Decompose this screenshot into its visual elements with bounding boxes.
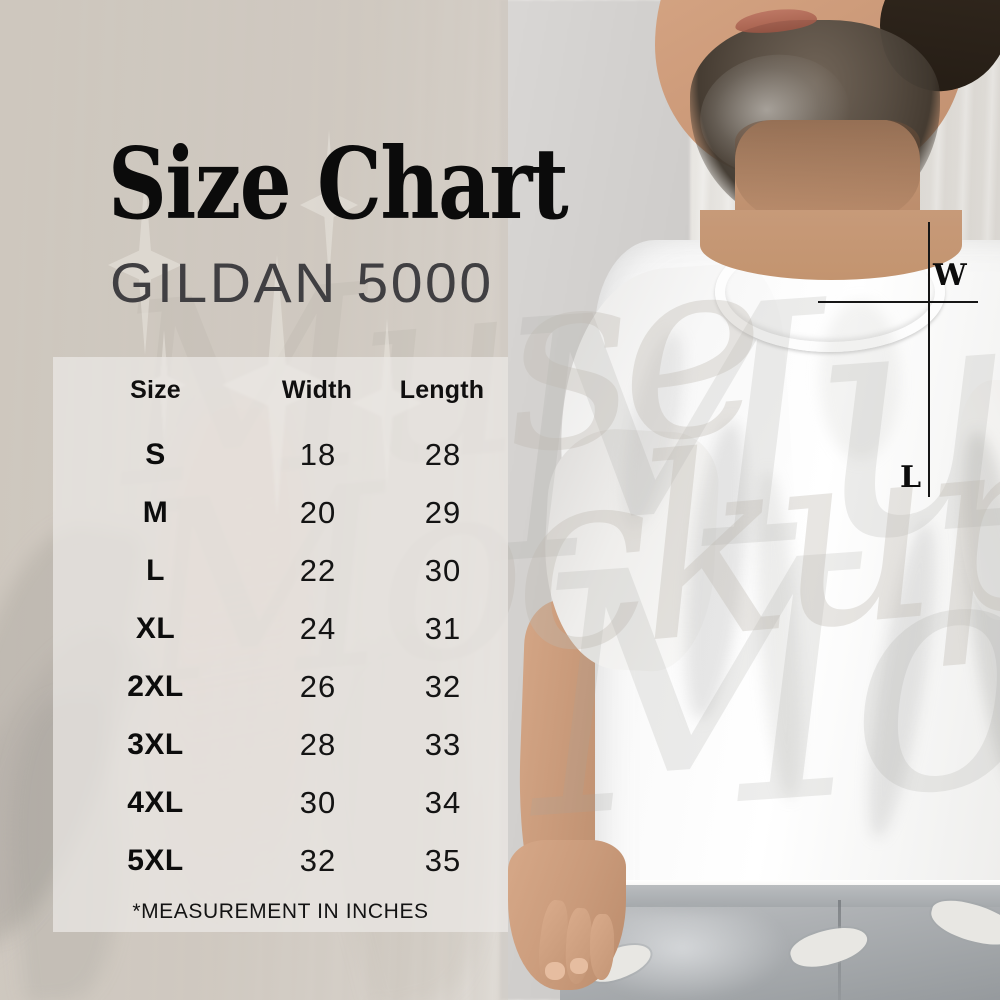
cell-length: 31: [424, 611, 462, 646]
table-row: 4XL 30 34: [53, 783, 508, 823]
cell-size: S: [145, 438, 166, 471]
cell-length: 34: [424, 785, 462, 820]
cell-length: 32: [424, 669, 462, 704]
cell-width: 32: [299, 843, 337, 878]
table-row: M 20 29: [53, 493, 508, 533]
cell-size: XL: [135, 612, 176, 645]
table-row: L 22 30: [53, 551, 508, 591]
cell-width: 30: [299, 785, 337, 820]
cell-width: 24: [299, 611, 337, 646]
model-fingernail: [545, 962, 565, 980]
cell-length: 29: [424, 495, 462, 530]
model-fingernail: [570, 958, 588, 974]
cell-length: 35: [424, 843, 462, 878]
page-title: Size Chart: [108, 125, 569, 242]
table-row: S 18 28: [53, 435, 508, 475]
cell-size: 5XL: [127, 844, 184, 877]
cell-width: 18: [299, 437, 337, 472]
table-row: 2XL 26 32: [53, 667, 508, 707]
cell-size: 2XL: [127, 670, 184, 703]
cell-size: M: [142, 496, 169, 529]
size-table-panel: [53, 357, 508, 932]
tshirt-collar-mask: [700, 210, 962, 280]
cell-width: 26: [299, 669, 337, 704]
cell-width: 22: [299, 553, 337, 588]
size-table: Size Width Length S 18 28 M 20 29 L 22 3…: [53, 357, 508, 932]
cell-size: L: [146, 554, 165, 587]
cell-size: 3XL: [127, 728, 184, 761]
fabric-fold: [820, 300, 900, 460]
table-row: 3XL 28 33: [53, 725, 508, 765]
table-header-row: Size Width Length: [53, 370, 508, 410]
column-header-width: Width: [281, 375, 353, 404]
page-subtitle: GILDAN 5000: [110, 251, 494, 314]
cell-size: 4XL: [127, 786, 184, 819]
table-row: XL 24 31: [53, 609, 508, 649]
column-header-length: Length: [399, 375, 485, 404]
measurement-footnote: *MEASUREMENT IN INCHES: [132, 900, 429, 923]
cell-length: 30: [424, 553, 462, 588]
cell-width: 28: [299, 727, 337, 762]
table-row: 5XL 32 35: [53, 841, 508, 881]
cell-width: 20: [299, 495, 337, 530]
column-header-size: Size: [130, 375, 181, 404]
jeans-waistband: [560, 885, 1000, 907]
cell-length: 33: [424, 727, 462, 762]
cell-length: 28: [424, 437, 462, 472]
